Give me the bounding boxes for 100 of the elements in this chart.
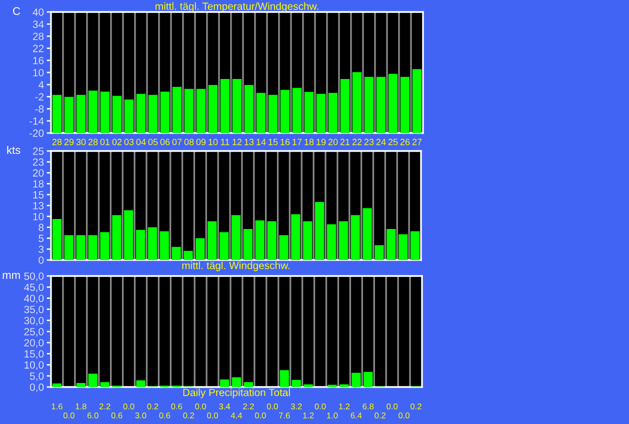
x-tick-label: 23: [364, 138, 374, 146]
bar: [304, 384, 313, 387]
y-tick-label: 16: [33, 56, 44, 64]
bar: [100, 232, 110, 260]
x-tick-label: 07: [172, 138, 182, 146]
y-tick-label: 25: [32, 148, 44, 155]
y-tick-label: 15: [33, 191, 44, 198]
bar: [100, 92, 110, 133]
x-tick-label: 06: [160, 138, 170, 146]
bar: [386, 229, 396, 260]
bar: [231, 215, 241, 260]
x-tick-label: 25: [388, 138, 398, 146]
data-label: 1.2: [339, 403, 350, 410]
data-label: 0.0: [123, 403, 134, 410]
x-tick-label: 29: [64, 138, 74, 146]
y-tick-label: 3: [38, 246, 44, 253]
y-tick-label: -8: [35, 105, 44, 113]
bar: [52, 383, 62, 387]
bar: [291, 214, 300, 260]
bar: [88, 90, 98, 133]
data-label: 0.0: [266, 403, 278, 410]
y-tick-label: -20: [29, 130, 44, 137]
x-tick-label: 30: [76, 138, 86, 146]
y-tick-label: 18: [33, 180, 44, 188]
bar: [388, 74, 398, 133]
data-label: 0.0: [386, 403, 398, 410]
data-label: 0.0: [398, 412, 410, 418]
bar: [350, 215, 360, 260]
data-label: 0.2: [147, 403, 158, 410]
bar: [398, 234, 408, 260]
bar: [304, 92, 314, 133]
bar: [136, 94, 146, 133]
y-tick-label: 20: [32, 169, 44, 177]
x-tick-label: 28: [52, 138, 62, 146]
bar: [340, 384, 349, 387]
y-tick-label: 0,0: [30, 384, 44, 392]
bar: [76, 94, 86, 133]
bar: [52, 219, 62, 260]
bar: [208, 85, 218, 133]
x-tick-label: 15: [268, 138, 278, 146]
bar: [196, 88, 206, 133]
y-tick-label: 20,0: [24, 339, 44, 348]
data-label: 0.6: [111, 412, 122, 418]
data-label: 3.4: [219, 403, 230, 410]
x-axis-title: Daily Precipitation Total: [183, 388, 290, 398]
data-label: 2.2: [99, 403, 110, 410]
bar: [279, 235, 288, 260]
bar: [362, 208, 372, 260]
x-tick-label: 27: [412, 138, 422, 146]
y-axis-title: kts: [7, 146, 20, 154]
bar: [220, 78, 230, 133]
bar: [52, 94, 62, 133]
y-tick-label: 30,0: [24, 316, 44, 326]
bar: [352, 372, 361, 387]
bar: [292, 88, 302, 133]
x-tick-label: 22: [352, 138, 362, 146]
data-label: 0.0: [63, 412, 74, 418]
x-axis-title: mittl. tägl. Windgeschw.: [182, 262, 290, 272]
bar: [220, 379, 230, 387]
bar: [208, 221, 217, 260]
bar: [76, 383, 86, 387]
y-tick-label: 34: [32, 20, 44, 28]
y-tick-label: 5,0: [30, 372, 44, 382]
x-tick-label: 04: [136, 138, 146, 146]
bar: [243, 229, 252, 260]
bar: [160, 92, 170, 133]
bar: [88, 374, 98, 387]
bar: [400, 76, 410, 133]
bar: [256, 92, 266, 133]
bar: [112, 96, 122, 133]
bar: [136, 230, 146, 260]
y-tick-label: 8: [38, 224, 44, 232]
x-tick-label: 16: [280, 138, 290, 146]
x-tick-label: 18: [304, 138, 314, 146]
data-label: 1.6: [52, 403, 62, 410]
bar: [352, 72, 362, 133]
bar: [160, 231, 169, 260]
data-label: 6.0: [88, 412, 98, 418]
y-tick-label: 4: [38, 81, 44, 88]
bar: [374, 245, 384, 260]
bar: [376, 76, 386, 133]
data-label: 1.2: [303, 412, 314, 418]
y-tick-label: 50,0: [24, 272, 44, 282]
y-tick-label: 35,0: [24, 306, 44, 314]
y-axis-title: mm: [2, 272, 20, 279]
y-tick-label: 0: [38, 256, 44, 264]
data-label: 2.2: [243, 403, 254, 410]
x-tick-label: 09: [196, 138, 206, 146]
data-label: 0.0: [207, 412, 218, 418]
bar: [267, 221, 276, 260]
bar: [76, 235, 86, 260]
bar: [364, 76, 374, 133]
y-tick-label: 22: [32, 44, 44, 52]
data-label: 0.6: [159, 412, 170, 418]
bar: [340, 78, 350, 133]
y-tick-label: 15,0: [24, 350, 44, 359]
bar: [184, 88, 194, 133]
x-tick-label: 02: [112, 138, 122, 146]
data-label: 0.6: [171, 403, 182, 410]
data-label: 3.0: [135, 412, 146, 418]
